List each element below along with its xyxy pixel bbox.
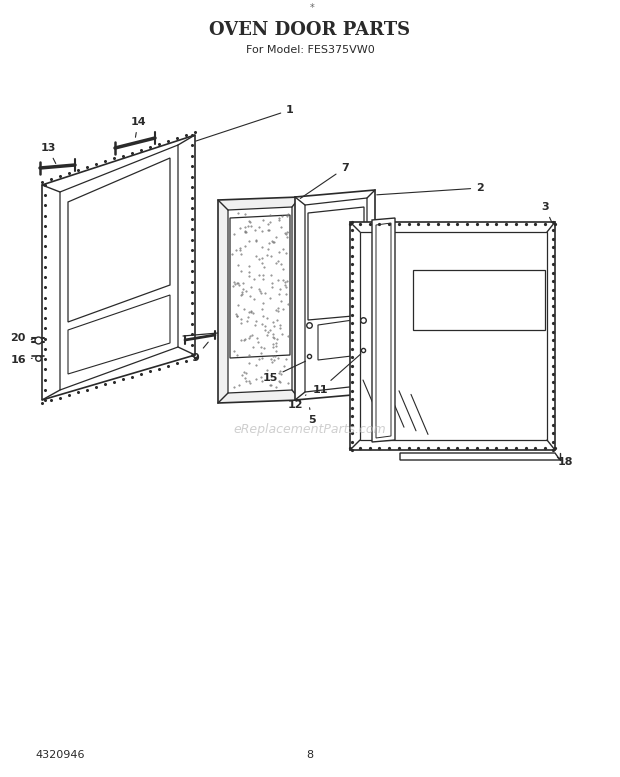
Polygon shape bbox=[218, 197, 300, 403]
Text: 15: 15 bbox=[262, 361, 306, 383]
Text: *: * bbox=[309, 3, 314, 13]
Polygon shape bbox=[372, 218, 395, 442]
Text: OVEN DOOR PARTS: OVEN DOOR PARTS bbox=[210, 21, 410, 39]
Text: 16: 16 bbox=[10, 355, 32, 365]
Text: For Model: FES375VW0: For Model: FES375VW0 bbox=[246, 45, 374, 55]
Text: 18: 18 bbox=[557, 457, 573, 467]
Text: 14: 14 bbox=[130, 117, 146, 138]
Text: 11: 11 bbox=[312, 354, 361, 395]
Polygon shape bbox=[60, 145, 178, 390]
Text: 7: 7 bbox=[300, 163, 349, 198]
Text: 5: 5 bbox=[308, 408, 316, 425]
Text: 13: 13 bbox=[40, 143, 56, 163]
Text: 4320946: 4320946 bbox=[35, 750, 84, 760]
Polygon shape bbox=[295, 190, 375, 400]
Text: 3: 3 bbox=[541, 202, 552, 222]
Polygon shape bbox=[42, 135, 195, 400]
Text: eReplacementParts.com: eReplacementParts.com bbox=[234, 423, 386, 437]
Text: 9: 9 bbox=[191, 342, 208, 363]
Text: 12: 12 bbox=[287, 395, 306, 410]
Polygon shape bbox=[350, 222, 555, 450]
Polygon shape bbox=[305, 198, 367, 392]
Text: 2: 2 bbox=[377, 183, 484, 195]
Text: 8: 8 bbox=[306, 750, 314, 760]
Text: 1: 1 bbox=[196, 105, 294, 141]
Polygon shape bbox=[228, 207, 292, 393]
Text: 20: 20 bbox=[11, 333, 32, 343]
